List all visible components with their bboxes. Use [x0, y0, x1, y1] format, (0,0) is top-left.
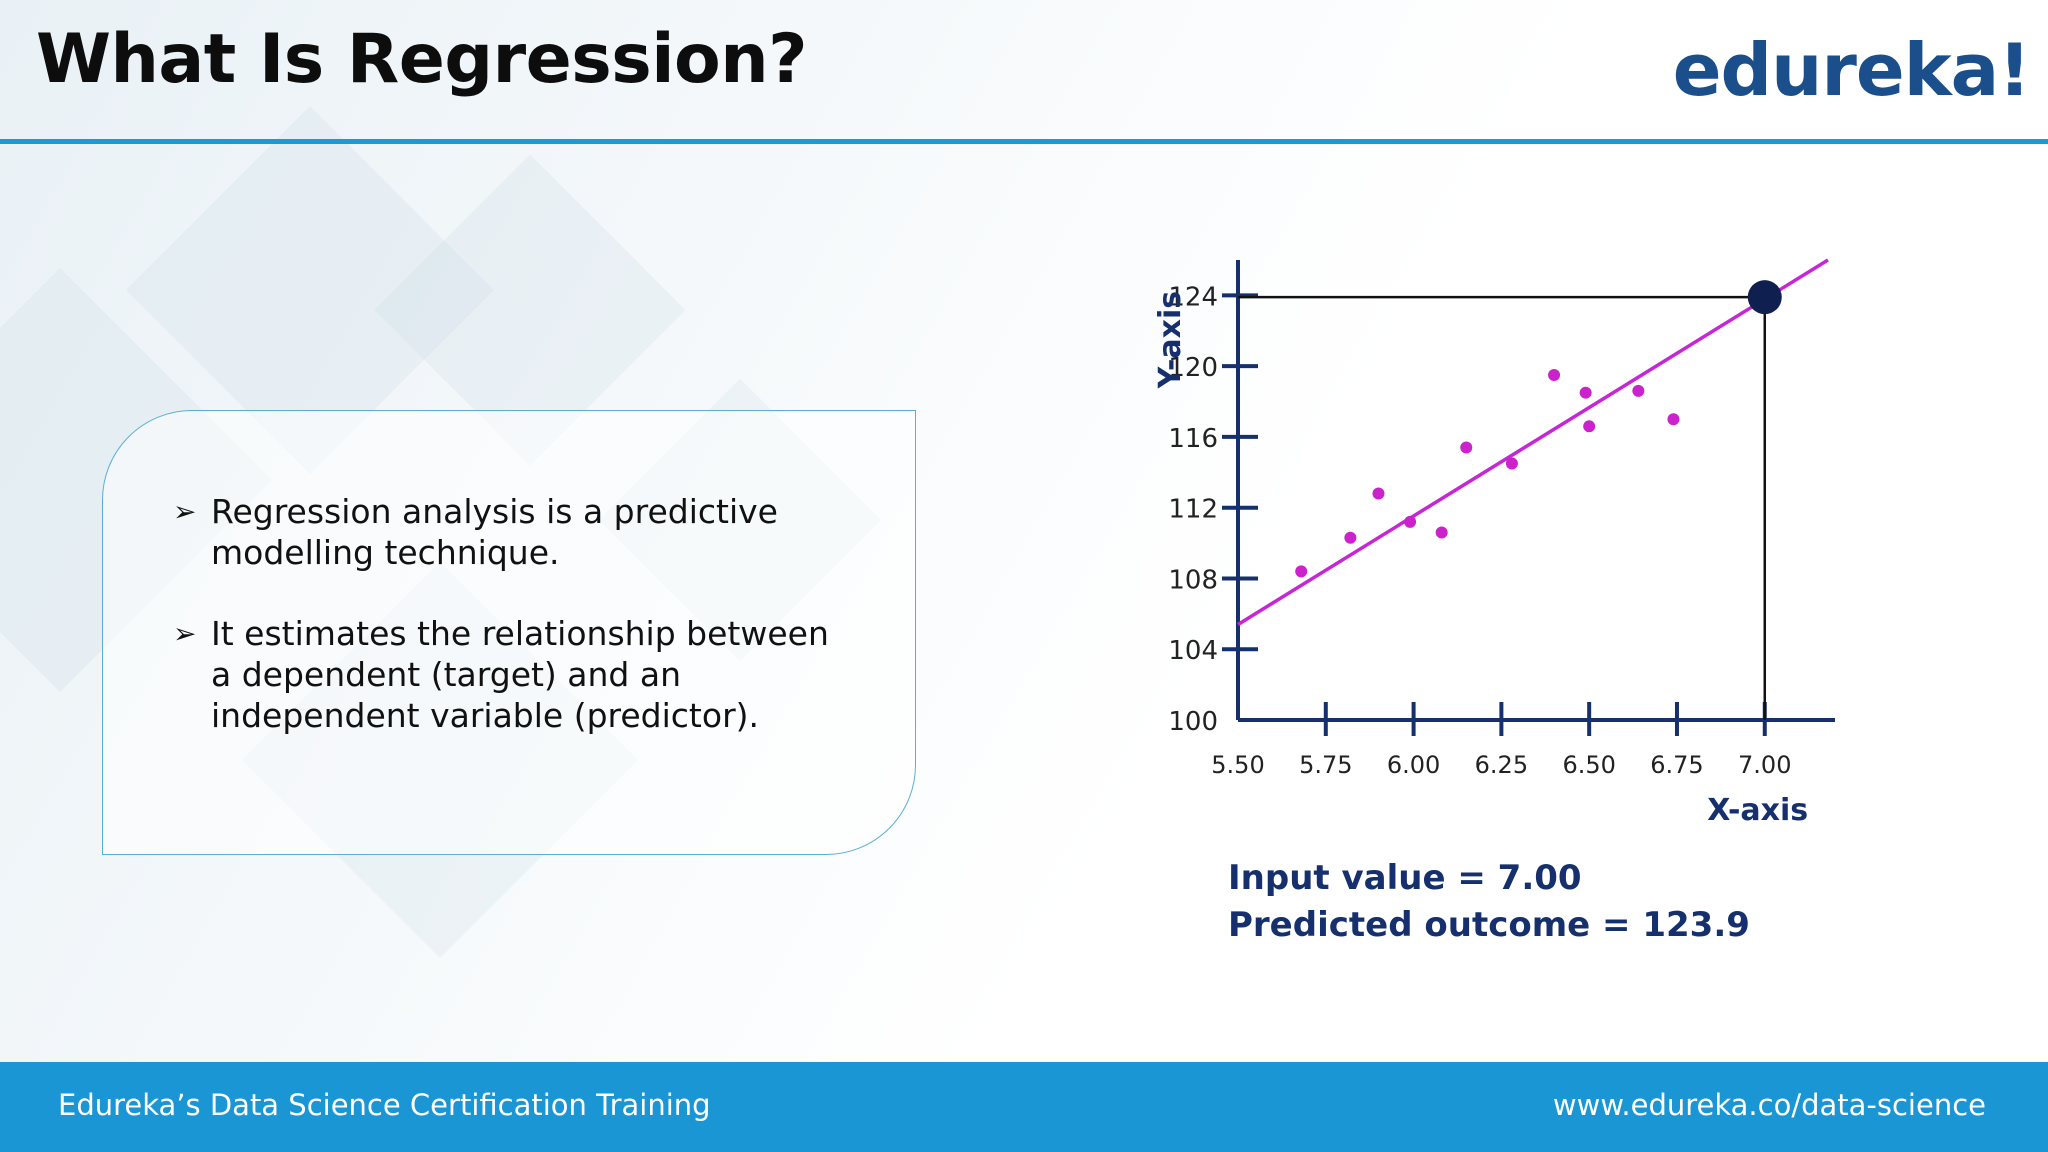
y-axis-label: Y-axis	[1153, 291, 1188, 390]
prediction-summary: Input value = 7.00 Predicted outcome = 1…	[1228, 855, 1750, 949]
data-point	[1548, 369, 1561, 381]
footer-course-name: Edureka’s Data Science Certification Tra…	[58, 1088, 711, 1122]
data-point	[1372, 487, 1385, 500]
arrow-bullet-icon: ➢	[173, 617, 197, 650]
regression-chart-svg: 100 104 108 112 116 120 124 5.50 5.75 6.00 6.25 6.5…	[1153, 258, 1835, 828]
predicted-outcome-label: Predicted outcome = 123.9	[1228, 905, 1750, 945]
slide-title: What Is Regression?	[36, 20, 808, 99]
y-tick-label: 120	[1168, 353, 1218, 383]
edureka-logo: edureka!	[1672, 28, 2031, 112]
data-point	[1667, 413, 1680, 426]
regression-line	[1237, 258, 1829, 626]
y-tick-label: 112	[1168, 495, 1218, 525]
y-tick-label: 116	[1168, 424, 1218, 454]
bullet-item: ➢ It estimates the relationship between …	[173, 613, 853, 736]
bullet-list: ➢ Regression analysis is a predictive mo…	[173, 491, 853, 776]
x-axis-label: X-axis	[1707, 793, 1808, 828]
y-tick-label: 104	[1168, 636, 1218, 666]
data-point	[1579, 386, 1592, 399]
data-point	[1295, 565, 1308, 578]
x-tick-label: 5.75	[1299, 751, 1352, 779]
x-tick-label: 6.75	[1650, 751, 1703, 779]
input-value-label: Input value = 7.00	[1228, 858, 1582, 898]
y-tick-label: 108	[1168, 565, 1218, 595]
x-tick-label: 5.50	[1211, 751, 1264, 779]
prediction-point	[1747, 280, 1782, 315]
arrow-bullet-icon: ➢	[173, 495, 197, 528]
bullet-card: ➢ Regression analysis is a predictive mo…	[102, 410, 916, 855]
footer-url[interactable]: www.edureka.co/data-science	[1552, 1088, 1986, 1122]
header-divider	[0, 139, 2048, 144]
data-point	[1344, 531, 1357, 544]
y-tick-label: 100	[1168, 707, 1218, 737]
data-point	[1435, 526, 1448, 539]
footer-bar: Edureka’s Data Science Certification Tra…	[0, 1062, 2048, 1152]
x-tick-label: 7.00	[1738, 751, 1791, 779]
bullet-item: ➢ Regression analysis is a predictive mo…	[173, 491, 853, 573]
x-tick-label: 6.25	[1475, 751, 1528, 779]
data-point	[1404, 515, 1417, 528]
data-point	[1632, 384, 1645, 397]
x-tick-label: 6.00	[1387, 751, 1440, 779]
bullet-text: It estimates the relationship between a …	[211, 614, 829, 735]
x-tick-label: 6.50	[1562, 751, 1615, 779]
data-point	[1460, 441, 1473, 454]
bullet-text: Regression analysis is a predictive mode…	[211, 492, 778, 572]
data-point	[1583, 420, 1596, 433]
regression-chart: 100 104 108 112 116 120 124 5.50 5.75 6.00 6.25 6.5…	[1090, 240, 1850, 840]
y-tick-label: 124	[1168, 282, 1218, 312]
data-point	[1505, 457, 1518, 470]
